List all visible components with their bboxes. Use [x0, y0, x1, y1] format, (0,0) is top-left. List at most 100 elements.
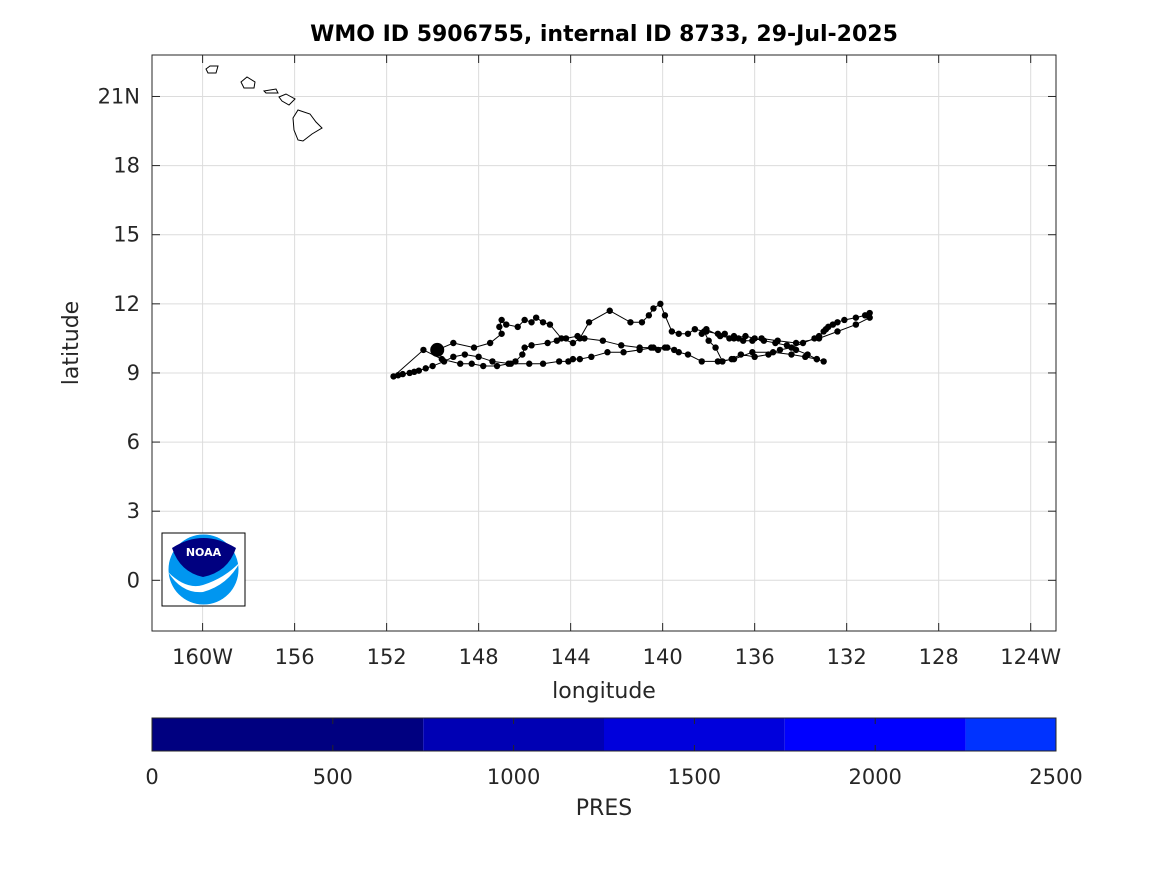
profile-point: [698, 358, 705, 365]
logo-text: NOAA: [186, 546, 222, 559]
profile-point: [815, 335, 823, 342]
profile-point: [712, 344, 719, 351]
y-tick-label: 15: [113, 223, 140, 247]
x-tick-label: 152: [367, 645, 407, 669]
profile-point: [618, 342, 625, 349]
y-tick-label: 21N: [98, 84, 140, 108]
profile-point: [792, 339, 800, 347]
profile-point: [841, 316, 848, 324]
profile-point: [604, 349, 611, 356]
profile-point: [866, 314, 873, 321]
pressure-colorbar: [152, 718, 1056, 751]
x-tick-label: 144: [551, 645, 591, 669]
profile-point: [852, 314, 860, 321]
profile-point: [588, 353, 595, 361]
profile-point: [565, 358, 572, 365]
profile-point: [638, 319, 646, 326]
profile-point: [486, 339, 494, 347]
profile-point: [480, 362, 487, 370]
profile-point: [654, 346, 662, 354]
profile-point: [620, 349, 627, 356]
noaa-logo: NOAA: [161, 532, 246, 607]
island-kauai: [205, 65, 219, 74]
y-axis-label: latitude: [59, 301, 84, 385]
profile-point: [788, 351, 795, 358]
plot-frame: [151, 54, 1057, 632]
profile-point: [661, 312, 669, 319]
profile-point: [429, 362, 436, 370]
profile-point: [726, 335, 733, 342]
logo-bird-top: [172, 538, 236, 577]
colorbar-tick-label: 0: [145, 765, 158, 789]
profile-point: [760, 337, 768, 344]
colorbar-tick-label: 1500: [668, 765, 721, 789]
colorbar-tick-label: 2500: [1029, 765, 1082, 789]
profile-point: [751, 335, 758, 342]
profile-point: [498, 316, 505, 324]
profile-point: [647, 344, 655, 351]
profile-point: [716, 332, 724, 340]
profile-point: [450, 353, 457, 361]
profile-point: [528, 342, 535, 349]
profile-point: [657, 300, 664, 308]
map-title: WMO ID 5906755, internal ID 8733, 29-Jul…: [310, 22, 898, 47]
x-tick-label: 124W: [1000, 645, 1061, 669]
profile-point: [661, 344, 669, 351]
profile-point: [521, 316, 528, 324]
profile-point: [503, 321, 510, 328]
profile-point: [438, 355, 446, 363]
profile-point: [799, 339, 807, 347]
profile-point: [470, 344, 478, 351]
x-axis-label: longitude: [552, 679, 656, 704]
profile-point: [705, 337, 712, 344]
profile-point: [422, 365, 429, 372]
x-axis-ticks: 160W 156 152 148 144 140 136 132 128 124W: [172, 55, 1061, 669]
x-tick-label: 140: [643, 645, 683, 669]
profile-point: [792, 346, 800, 354]
profile-point: [802, 353, 809, 361]
profile-point: [406, 369, 413, 377]
profile-point: [569, 339, 577, 347]
profile-point: [675, 330, 682, 337]
island-molokai: [262, 88, 279, 94]
x-tick-label: 136: [735, 645, 775, 669]
profile-point: [390, 373, 397, 380]
colorbar-band: [152, 718, 424, 751]
profile-point: [820, 358, 827, 365]
colorbar-frame: [151, 717, 1057, 752]
x-tick-label: 132: [827, 645, 867, 669]
profile-point: [599, 337, 607, 344]
profile-point: [627, 319, 634, 326]
profile-point: [668, 328, 676, 335]
grid-lines: [152, 55, 1056, 631]
profile-point: [813, 355, 820, 363]
profile-point: [521, 344, 528, 351]
y-tick-label: 18: [113, 154, 140, 178]
profile-point: [698, 330, 705, 337]
profile-point: [749, 349, 756, 356]
profile-point: [553, 337, 561, 344]
profile-point: [703, 325, 710, 333]
profile-point: [645, 312, 653, 319]
track-line: [393, 303, 871, 377]
colorbar-tick-label: 500: [313, 765, 353, 789]
x-tick-label: 148: [459, 645, 499, 669]
profile-point: [783, 342, 791, 349]
profile-point: [691, 325, 699, 333]
profile-point: [574, 332, 581, 340]
profile-point: [650, 305, 657, 312]
profile-point: [772, 339, 779, 347]
hawaii-islands: [205, 65, 323, 142]
profile-point: [769, 349, 777, 356]
logo-wave: [168, 562, 240, 593]
profile-point: [714, 358, 722, 365]
profile-point: [512, 358, 519, 365]
profile-point: [585, 319, 593, 326]
profile-point: [834, 319, 841, 326]
profile-point: [834, 328, 841, 335]
island-maui: [278, 93, 296, 106]
profile-point: [519, 351, 526, 358]
profile-point: [562, 335, 570, 342]
latest-position-marker: [430, 342, 445, 357]
